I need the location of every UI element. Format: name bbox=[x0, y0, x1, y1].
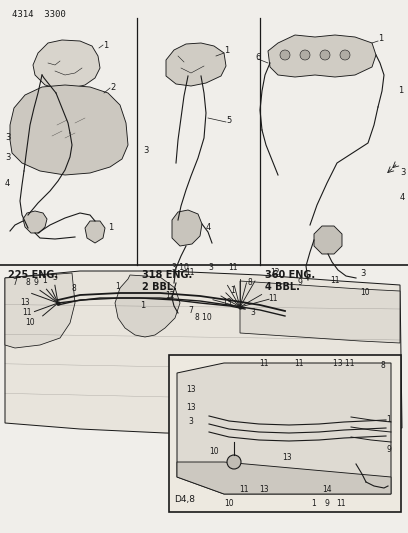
Text: 1: 1 bbox=[312, 499, 316, 508]
Bar bbox=[169, 355, 401, 512]
Text: 8: 8 bbox=[248, 278, 253, 287]
Text: 13: 13 bbox=[222, 298, 232, 307]
Text: 2 BBL.: 2 BBL. bbox=[142, 282, 177, 292]
Text: 318 ENG.: 318 ENG. bbox=[142, 270, 192, 280]
Text: 3: 3 bbox=[52, 273, 57, 282]
Text: 3 10: 3 10 bbox=[171, 263, 188, 272]
Text: 14: 14 bbox=[322, 486, 332, 495]
Text: 4 BBL.: 4 BBL. bbox=[265, 282, 300, 292]
Text: 13: 13 bbox=[282, 453, 292, 462]
Text: 225 ENG.: 225 ENG. bbox=[8, 270, 58, 280]
Polygon shape bbox=[10, 85, 128, 175]
Polygon shape bbox=[172, 210, 202, 246]
Polygon shape bbox=[85, 221, 105, 243]
Polygon shape bbox=[268, 35, 376, 77]
Text: 1: 1 bbox=[398, 86, 403, 95]
Text: 1: 1 bbox=[140, 301, 145, 310]
Text: 13: 13 bbox=[186, 402, 196, 411]
Text: 3: 3 bbox=[208, 263, 213, 272]
Text: 13: 13 bbox=[20, 298, 30, 307]
Text: 9: 9 bbox=[33, 278, 38, 287]
Text: 1: 1 bbox=[378, 34, 383, 43]
Text: 11: 11 bbox=[330, 276, 339, 285]
Text: 1: 1 bbox=[115, 282, 120, 291]
Text: 4314  3300: 4314 3300 bbox=[12, 10, 66, 19]
Circle shape bbox=[300, 50, 310, 60]
Text: 10: 10 bbox=[224, 499, 234, 508]
Text: 1: 1 bbox=[42, 276, 47, 285]
Text: 1: 1 bbox=[387, 415, 391, 424]
Text: 11: 11 bbox=[259, 359, 269, 367]
Text: 3: 3 bbox=[360, 269, 366, 278]
Text: 12: 12 bbox=[270, 268, 279, 277]
Text: 11: 11 bbox=[268, 294, 277, 303]
Polygon shape bbox=[23, 211, 47, 233]
Text: 10: 10 bbox=[209, 448, 219, 456]
Circle shape bbox=[227, 455, 241, 469]
Text: 2: 2 bbox=[110, 84, 115, 93]
Text: 3: 3 bbox=[5, 133, 10, 142]
Circle shape bbox=[280, 50, 290, 60]
Text: 10: 10 bbox=[25, 318, 35, 327]
Text: 11: 11 bbox=[228, 263, 237, 272]
Text: 3: 3 bbox=[250, 308, 255, 317]
Text: 360 ENG.: 360 ENG. bbox=[265, 270, 315, 280]
Text: 11: 11 bbox=[294, 359, 304, 367]
Text: 5: 5 bbox=[226, 116, 231, 125]
Text: 1: 1 bbox=[224, 46, 229, 55]
Text: D4,8: D4,8 bbox=[174, 495, 195, 504]
Polygon shape bbox=[166, 43, 226, 86]
Text: 11: 11 bbox=[239, 486, 249, 495]
Polygon shape bbox=[177, 363, 391, 494]
Text: 12: 12 bbox=[165, 291, 175, 300]
Polygon shape bbox=[5, 271, 402, 435]
Text: 13 11: 13 11 bbox=[333, 359, 355, 367]
Text: 4: 4 bbox=[5, 179, 10, 188]
Polygon shape bbox=[5, 273, 75, 348]
Text: 7: 7 bbox=[12, 278, 17, 287]
Text: 13: 13 bbox=[186, 385, 196, 394]
Polygon shape bbox=[33, 40, 100, 89]
Text: 4: 4 bbox=[400, 193, 405, 202]
Polygon shape bbox=[115, 275, 180, 337]
Text: 13: 13 bbox=[259, 486, 269, 495]
Text: 6: 6 bbox=[255, 53, 260, 62]
Text: 11: 11 bbox=[185, 268, 195, 277]
Text: 3: 3 bbox=[5, 154, 10, 163]
Text: 3: 3 bbox=[143, 146, 149, 155]
Polygon shape bbox=[314, 226, 342, 254]
Text: 1: 1 bbox=[103, 41, 108, 50]
Text: 8: 8 bbox=[25, 278, 30, 287]
Text: 9: 9 bbox=[386, 445, 391, 454]
Text: 3: 3 bbox=[400, 168, 406, 177]
Circle shape bbox=[320, 50, 330, 60]
Text: 8 10: 8 10 bbox=[195, 313, 212, 322]
Text: 10: 10 bbox=[360, 288, 370, 297]
Text: 1: 1 bbox=[230, 286, 235, 295]
Text: 8: 8 bbox=[72, 284, 77, 293]
Text: 3: 3 bbox=[188, 417, 193, 426]
Polygon shape bbox=[177, 462, 391, 494]
Text: 8: 8 bbox=[381, 360, 386, 369]
Text: 7: 7 bbox=[188, 306, 193, 315]
Text: 11: 11 bbox=[336, 499, 346, 508]
Text: 9: 9 bbox=[324, 499, 329, 508]
Text: 4: 4 bbox=[206, 223, 211, 232]
Polygon shape bbox=[240, 281, 400, 343]
Text: 9: 9 bbox=[298, 278, 303, 287]
Circle shape bbox=[340, 50, 350, 60]
Text: 1: 1 bbox=[108, 223, 113, 232]
Text: 11: 11 bbox=[22, 308, 31, 317]
